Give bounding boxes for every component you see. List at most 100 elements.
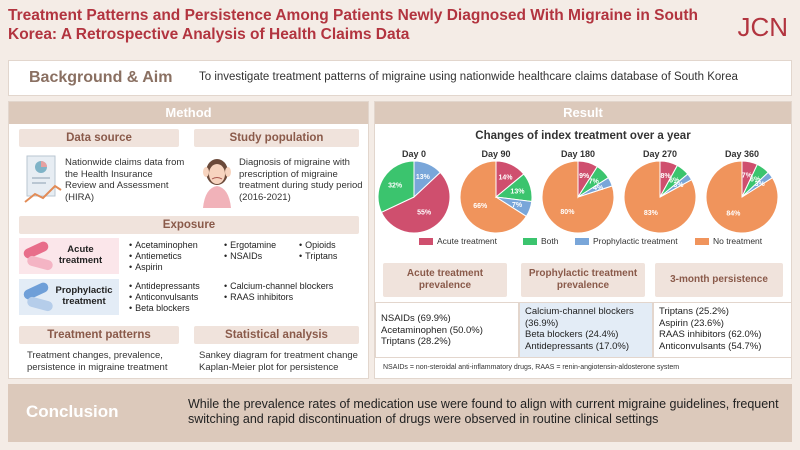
list-item: Aspirin (23.6%)	[659, 317, 724, 329]
pie-slice	[495, 196, 533, 217]
pie-data-label: 6%	[669, 177, 680, 184]
acute-treatment-label: Acute treatment	[58, 244, 103, 266]
pie-slice	[380, 171, 451, 234]
pie-data-label: 4%	[593, 185, 604, 192]
acute-treatment-row: Acute treatment Acetaminophen Antiemetic…	[19, 238, 359, 274]
data-source-text: Nationwide claims data from the Health I…	[65, 157, 185, 203]
prophylactic-treatment-label: Prophylactic treatment	[55, 285, 113, 307]
pie-data-label: 32%	[388, 183, 403, 190]
treatment-patterns-label: Treatment patterns	[19, 326, 179, 344]
pie-data-label: 55%	[417, 209, 432, 216]
legend-item-both: Both	[523, 236, 559, 246]
background-text: To investigate treatment patterns of mig…	[199, 71, 738, 83]
prophylactic-prevalence-list: Calcium-channel blockers (36.9%) Beta bl…	[519, 302, 653, 358]
prophylactic-treatment-row: Prophylactic treatment Antidepressants A…	[19, 279, 359, 315]
drug-item: Beta blockers	[129, 303, 190, 314]
drug-item: Ergotamine	[224, 240, 276, 251]
drug-item: Triptans	[299, 251, 337, 262]
pie-data-label: 6%	[750, 176, 761, 183]
headache-person-icon	[203, 159, 231, 208]
persistence-list: Triptans (25.2%) Aspirin (23.6%) RAAS in…	[653, 302, 792, 358]
study-population-label: Study population	[194, 129, 359, 147]
conclusion-section: Conclusion While the prevalence rates of…	[8, 384, 792, 442]
drug-item: Antidepressants	[129, 281, 200, 292]
pie-day-label: Day 90	[481, 149, 511, 159]
list-item: Anticonvulsants (54.7%)	[659, 340, 762, 352]
pie-data-label: 7%	[589, 179, 600, 186]
pie-data-label: 3%	[673, 182, 684, 189]
prophylactic-treatment-label-box: Prophylactic treatment	[19, 279, 119, 315]
legend-item-acute: Acute treatment	[419, 236, 497, 246]
list-item: RAAS inhibitors (62.0%)	[659, 329, 762, 340]
prophylactic-prevalence-header: Prophylactic treatment prevalence	[521, 263, 645, 297]
statistical-analysis-line1: Sankey diagram for treatment change	[199, 350, 358, 361]
footnote: NSAIDs = non-steroidal anti-inflammatory…	[383, 364, 680, 371]
pie-slice	[413, 160, 441, 199]
pie-data-label: 7%	[742, 173, 753, 180]
exposure-label: Exposure	[19, 216, 359, 234]
statistical-analysis-line2: Kaplan-Meier plot for persistence	[199, 361, 339, 373]
background-label: Background & Aim	[29, 69, 173, 86]
pie-data-label: 8%	[660, 173, 671, 180]
data-source-label: Data source	[19, 129, 179, 147]
pie-data-label: 83%	[644, 210, 659, 217]
journal-logo: JCN	[737, 12, 788, 42]
conclusion-text: While the prevalence rates of medication…	[188, 397, 779, 426]
list-item: Calcium-channel blockers (36.9%)	[525, 306, 634, 329]
method-header: Method	[9, 102, 368, 124]
pie-day-label: Day 0	[401, 149, 427, 159]
pie-slice	[459, 160, 528, 234]
study-population-text: Diagnosis of migraine with prescription …	[239, 157, 363, 203]
header: Treatment Patterns and Persistence Among…	[0, 0, 800, 58]
acute-prevalence-list: NSAIDs (69.9%) Acetaminophen (50.0%) Tri…	[375, 302, 519, 358]
pie-data-label: 7%	[512, 202, 523, 209]
persistence-header: 3-month persistence	[655, 263, 783, 297]
result-header: Result	[375, 102, 791, 124]
drug-item: Calcium-channel blockers	[224, 281, 333, 292]
drug-item: RAAS inhibitors	[224, 292, 293, 303]
page-title: Treatment Patterns and Persistence Among…	[8, 7, 699, 43]
pie-slice	[659, 173, 693, 198]
pie-data-label: 13%	[510, 188, 525, 195]
pie-slice	[377, 160, 415, 213]
list-item: Acetaminophen (50.0%)	[381, 324, 483, 336]
pie-slice	[577, 177, 613, 198]
pie-day-label: Day 360	[724, 149, 760, 159]
pie-data-label: 9%	[579, 173, 590, 180]
list-item: Antidepressants (17.0%)	[525, 340, 630, 352]
pie-charts: 55%32%13%66%14%13%7%80%9%7%4%83%8%6%3%84…	[377, 160, 779, 234]
list-item: NSAIDs (69.9%)	[381, 313, 451, 324]
conclusion-label: Conclusion	[26, 402, 119, 421]
pie-data-label: 84%	[726, 210, 741, 217]
pie-data-label: 66%	[473, 203, 488, 210]
pie-data-label: 13%	[416, 174, 431, 181]
document-chart-icon	[24, 155, 62, 203]
result-panel: Result Changes of index treatment over a…	[374, 101, 792, 379]
pill-icon	[26, 295, 54, 313]
acute-treatment-label-box: Acute treatment	[19, 238, 119, 274]
legend-item-none: No treatment	[695, 236, 762, 246]
pie-day-label: Day 180	[560, 149, 596, 159]
pill-icon	[26, 254, 54, 272]
drug-item: Anticonvulsants	[129, 292, 198, 303]
background-aim-section: Background & Aim To investigate treatmen…	[8, 60, 792, 96]
drug-item: NSAIDs	[224, 251, 262, 262]
list-item: Beta blockers (24.4%)	[525, 329, 619, 340]
pie-slice	[741, 171, 774, 198]
treatment-patterns-text: Treatment changes, prevalence, persisten…	[27, 350, 168, 373]
statistical-analysis-label: Statistical analysis	[194, 326, 359, 344]
list-item: Triptans (28.2%)	[381, 336, 451, 347]
legend-item-prophylactic: Prophylactic treatment	[575, 236, 678, 246]
acute-prevalence-header: Acute treatment prevalence	[383, 263, 507, 297]
drug-item: Aspirin	[129, 262, 163, 273]
pie-data-label: 80%	[560, 209, 575, 216]
chart-title: Changes of index treatment over a year	[475, 130, 691, 142]
pie-data-label: 14%	[498, 174, 513, 181]
list-item: Triptans (25.2%)	[659, 306, 729, 317]
pie-day-label: Day 270	[642, 149, 678, 159]
drug-item: Antiemetics	[129, 251, 182, 262]
method-panel: Method Data source Study population Nati…	[8, 101, 369, 379]
pie-data-label: 3%	[755, 181, 766, 188]
drug-item: Acetaminophen	[129, 240, 198, 251]
drug-item: Opioids	[299, 240, 336, 251]
